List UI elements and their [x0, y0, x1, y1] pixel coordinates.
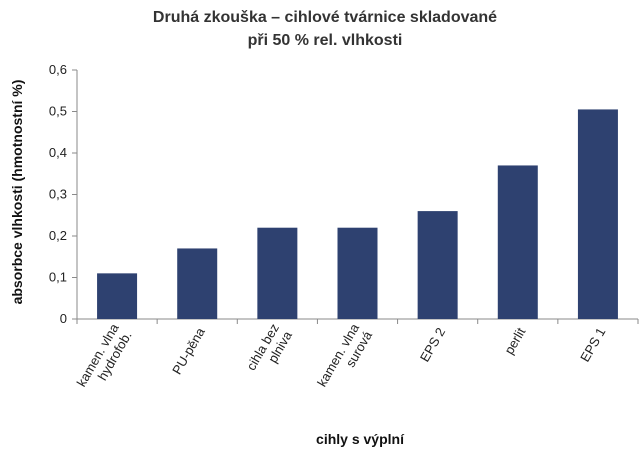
chart-title-line-2: při 50 % rel. vlhkosti [248, 32, 403, 49]
y-tick-label: 0,2 [49, 228, 67, 243]
bar [417, 211, 458, 319]
x-category-label: perlit [501, 325, 528, 357]
plot-area: 0 0,1 0,2 0,3 0,4 0,5 0,6 kamen. vlnahydrofob. P… [49, 62, 639, 396]
y-tick-label: 0,4 [49, 145, 67, 160]
x-category-label: kamen. vlnahydrofob. [74, 320, 135, 396]
x-category-label: EPS 2 [417, 325, 448, 364]
bar [257, 227, 298, 319]
x-category-label: kamen. vlnasurová [314, 320, 375, 396]
y-axis-title: absorbce vlhkosti (hmotnostní %) [9, 80, 25, 305]
bar [497, 165, 538, 319]
y-tick-label: 0,1 [49, 270, 67, 285]
bar [177, 248, 218, 319]
x-category-label: EPS 1 [577, 325, 608, 364]
y-tick-label: 0 [60, 311, 67, 326]
bar [97, 273, 138, 319]
x-category-label: PU-pěna [169, 324, 208, 377]
chart-title-line-1: Druhá zkouška – cihlové tvárnice skladov… [153, 9, 497, 26]
bar [577, 109, 618, 319]
bar [337, 227, 378, 319]
x-category-label: cihla bezplniva [243, 320, 295, 380]
y-tick-label: 0,3 [49, 187, 67, 202]
x-axis-title: cihly s výplní [316, 431, 405, 447]
y-tick-label: 0,5 [49, 104, 67, 119]
y-tick-label: 0,6 [49, 62, 67, 77]
